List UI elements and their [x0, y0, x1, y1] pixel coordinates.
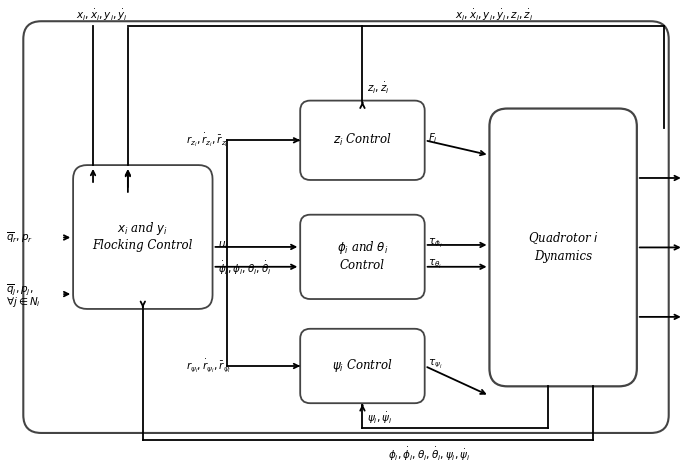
- Text: $x_i$ and $y_i$: $x_i$ and $y_i$: [118, 219, 168, 237]
- Text: $\dot{\phi}_i, \phi_i, \theta_i, \dot{\theta}_i$: $\dot{\phi}_i, \phi_i, \theta_i, \dot{\t…: [217, 260, 271, 277]
- Text: $r_{z_i}, \dot{r}_{z_i}, \bar{r}_{z_i}$: $r_{z_i}, \dot{r}_{z_i}, \bar{r}_{z_i}$: [185, 132, 228, 149]
- Text: $\tau_{\psi_i}$: $\tau_{\psi_i}$: [428, 358, 442, 370]
- Text: Control: Control: [340, 259, 385, 272]
- FancyBboxPatch shape: [300, 215, 424, 299]
- Text: $x_i, \dot{x}_i, y_i, \dot{y}_i, z_i, \dot{z}_i$: $x_i, \dot{x}_i, y_i, \dot{y}_i, z_i, \d…: [454, 7, 533, 23]
- Text: Flocking Control: Flocking Control: [93, 240, 193, 253]
- FancyBboxPatch shape: [73, 165, 213, 309]
- FancyBboxPatch shape: [23, 21, 668, 433]
- Text: $\phi_i, \dot{\phi}_i, \theta_i, \dot{\theta}_i, \psi_i, \dot{\psi}_i$: $\phi_i, \dot{\phi}_i, \theta_i, \dot{\t…: [388, 446, 471, 463]
- Text: $\tau_{\phi_i}$: $\tau_{\phi_i}$: [428, 236, 442, 249]
- Text: $\psi_i$ Control: $\psi_i$ Control: [332, 358, 392, 375]
- Text: $u_i$: $u_i$: [217, 239, 228, 251]
- FancyBboxPatch shape: [300, 100, 424, 180]
- Text: $F_i$: $F_i$: [428, 131, 438, 145]
- Text: $z_i, \dot{z}_i$: $z_i, \dot{z}_i$: [367, 81, 390, 96]
- Text: Quadrotor $i$: Quadrotor $i$: [528, 231, 599, 247]
- Text: $x_i, \dot{x}_i, y_i, \dot{y}_i$: $x_i, \dot{x}_i, y_i, \dot{y}_i$: [76, 7, 128, 23]
- Text: $\overline{q}_j, p_j,$: $\overline{q}_j, p_j,$: [6, 282, 34, 297]
- Text: $z_i$ Control: $z_i$ Control: [333, 132, 392, 149]
- FancyBboxPatch shape: [300, 329, 424, 403]
- Text: $\forall j \in N_i$: $\forall j \in N_i$: [6, 295, 41, 309]
- FancyBboxPatch shape: [489, 108, 637, 386]
- Text: $\tau_{\theta_i}$: $\tau_{\theta_i}$: [428, 258, 442, 271]
- Text: Dynamics: Dynamics: [534, 250, 592, 263]
- Text: $\psi_i, \dot{\psi}_i$: $\psi_i, \dot{\psi}_i$: [367, 410, 393, 426]
- Text: $\overline{q}_r, p_r$: $\overline{q}_r, p_r$: [6, 230, 33, 245]
- Text: $\phi_i$ and $\theta_i$: $\phi_i$ and $\theta_i$: [337, 240, 388, 256]
- Text: $r_{\psi_i}, \dot{r}_{\psi_i}, \bar{r}_{\psi_i}$: $r_{\psi_i}, \dot{r}_{\psi_i}, \bar{r}_{…: [185, 357, 231, 375]
